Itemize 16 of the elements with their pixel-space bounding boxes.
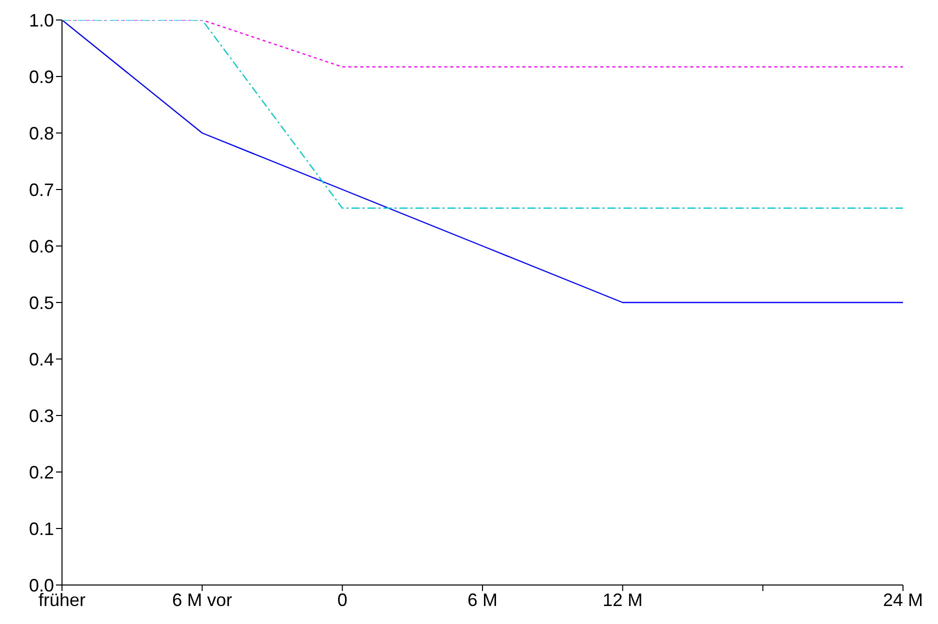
y-tick-label: 0.6 [28,236,54,256]
y-tick-label: 0.4 [28,349,54,370]
x-tick-label: 6 M [467,590,498,610]
y-tick-label: 0.2 [28,462,54,482]
y-tick-label: 0.8 [28,123,54,144]
y-tick-label: 0.3 [28,406,54,426]
x-tick-label: 12 M [602,590,643,610]
y-tick-label: 0.9 [28,66,54,87]
x-tick-label: 24 M [882,590,924,610]
line-series [62,20,903,304]
x-tick-label: 0 [337,590,348,610]
y-tick-label: 0.5 [28,292,54,313]
x-tick-label: 6 M vor [172,590,232,610]
y-tick-label: 0.7 [28,180,54,200]
y-tick-label: 0.1 [28,518,54,539]
y-tick-label: 1.0 [28,10,54,30]
